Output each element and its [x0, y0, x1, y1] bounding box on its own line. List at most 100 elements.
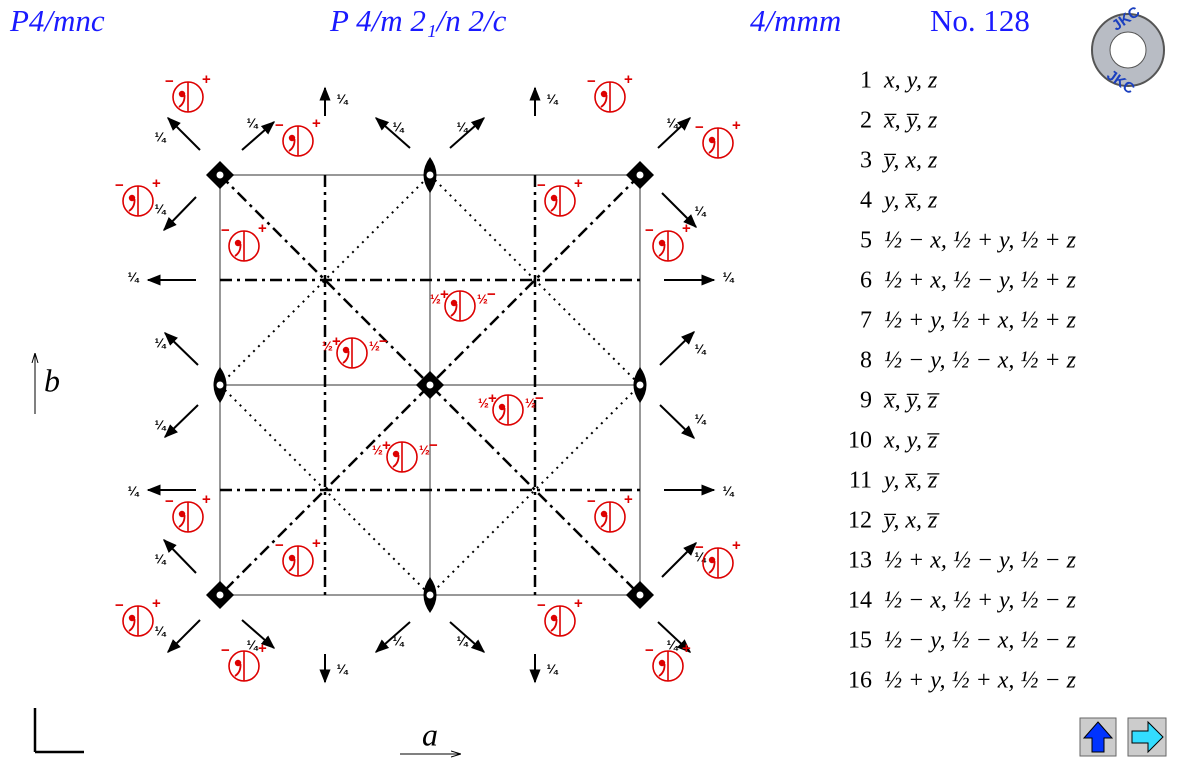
comma-dot	[550, 614, 558, 622]
comma-dot	[288, 134, 296, 142]
twofold-screw-axis	[449, 117, 486, 149]
next-button[interactable]	[1127, 717, 1167, 757]
position-index: 14	[848, 588, 872, 614]
comma-tail	[600, 94, 608, 108]
comma-tail	[234, 243, 242, 257]
sign-label: +	[682, 220, 691, 237]
sign-label: +	[624, 491, 633, 508]
position-coordinates: x, y, z̅	[883, 428, 940, 454]
position-coordinates: y̅, x, z̅	[882, 508, 940, 534]
comma-dot	[234, 239, 242, 247]
position-coordinates: ½ − y, ½ − x, ½ − z	[884, 628, 1077, 654]
height-label: ¼	[695, 341, 707, 356]
inversion-center	[426, 171, 434, 179]
height-label: ¼	[128, 483, 140, 498]
comma-dot	[600, 510, 608, 518]
sign-label: −	[429, 437, 438, 454]
position-coordinates: y, x̅, z	[882, 188, 938, 214]
comma-tail	[658, 243, 666, 257]
height-label: ¼	[667, 115, 679, 130]
comma-tail	[708, 140, 716, 154]
height-label: ¼	[247, 637, 259, 652]
twofold-screw-axis	[374, 621, 411, 653]
up-arrow[interactable]	[1082, 721, 1114, 753]
height-label: ¼	[337, 661, 349, 676]
height-label: ¼	[128, 269, 140, 284]
comma-tail	[708, 560, 716, 574]
height-label: ¼	[457, 119, 469, 134]
comma-tail	[392, 454, 400, 468]
position-coordinates: x, y, z	[883, 68, 938, 94]
twofold-screw-axis	[659, 404, 696, 439]
glide-plane	[219, 174, 641, 596]
inversion-center	[636, 171, 644, 179]
twofold-screw-axis	[449, 621, 486, 653]
position-coordinates: ½ − x, ½ + y, ½ − z	[884, 588, 1077, 614]
sign-label: +	[488, 390, 497, 407]
space-group-symbol: P4/mnc	[9, 3, 105, 38]
sign-label: −	[587, 493, 596, 510]
sign-label: −	[221, 222, 230, 239]
sign-label: −	[221, 642, 230, 659]
position-coordinates: ½ − x, ½ + y, ½ + z	[884, 228, 1077, 254]
position-index: 3	[860, 148, 872, 174]
sign-label: −	[695, 119, 704, 136]
comma-dot	[392, 450, 400, 458]
comma-tail	[178, 514, 186, 528]
comma-tail	[550, 198, 558, 212]
sign-label: −	[587, 73, 596, 90]
position-coordinates: ½ + y, ½ + x, ½ − z	[884, 668, 1077, 694]
position-coordinates: ½ − y, ½ − x, ½ + z	[884, 348, 1077, 374]
sign-label: +	[312, 115, 321, 132]
comma-dot	[600, 90, 608, 98]
position-coordinates: x̅, y̅, z̅	[883, 388, 940, 414]
height-label: ¼	[247, 115, 259, 130]
sign-label: −	[645, 642, 654, 659]
height-label: ¼	[547, 661, 559, 676]
twofold-screw-axis	[167, 619, 201, 653]
sign-label: −	[379, 333, 388, 350]
position-index: 11	[849, 468, 872, 494]
twofold-screw-axis	[163, 404, 199, 438]
twofold-screw-axis	[163, 196, 197, 232]
height-label: ¼	[337, 91, 349, 106]
sign-label: +	[624, 71, 633, 88]
twofold-screw-axis	[659, 331, 696, 366]
next-arrow[interactable]	[1131, 720, 1164, 754]
position-index: 12	[848, 508, 872, 534]
group-number: No. 128	[930, 3, 1030, 38]
full-symbol: P 4/m 2₁/n 2/c	[329, 3, 507, 38]
height-label: ¼	[667, 637, 679, 652]
up-button[interactable]	[1079, 717, 1117, 757]
height-label: ¼	[155, 417, 167, 432]
height-label: ¼	[547, 91, 559, 106]
sign-label: −	[275, 537, 284, 554]
position-coordinates: ½ + y, ½ + x, ½ + z	[884, 308, 1077, 334]
height-label: ½	[419, 442, 430, 457]
twofold-screw-axis	[657, 621, 692, 653]
height-label: ¼	[155, 129, 167, 144]
comma-tail	[550, 618, 558, 632]
twofold-screw-axis	[661, 192, 697, 228]
comma-dot	[658, 239, 666, 247]
position-index: 4	[860, 188, 872, 214]
sign-label: +	[732, 117, 741, 134]
inversion-center	[426, 381, 434, 389]
sign-label: −	[115, 177, 124, 194]
height-label: ½	[430, 291, 441, 306]
sign-label: +	[258, 640, 267, 657]
axis-label-b: b	[44, 362, 60, 398]
comma-tail	[658, 663, 666, 677]
position-index: 10	[848, 428, 872, 454]
comma-dot	[550, 194, 558, 202]
comma-dot	[234, 659, 242, 667]
sign-label: +	[202, 491, 211, 508]
sign-label: +	[440, 286, 449, 303]
position-index: 2	[860, 108, 872, 134]
sign-label: −	[537, 597, 546, 614]
comma-tail	[288, 138, 296, 152]
sign-label: +	[202, 71, 211, 88]
sign-label: +	[332, 333, 341, 350]
twofold-screw-axis	[374, 117, 411, 149]
